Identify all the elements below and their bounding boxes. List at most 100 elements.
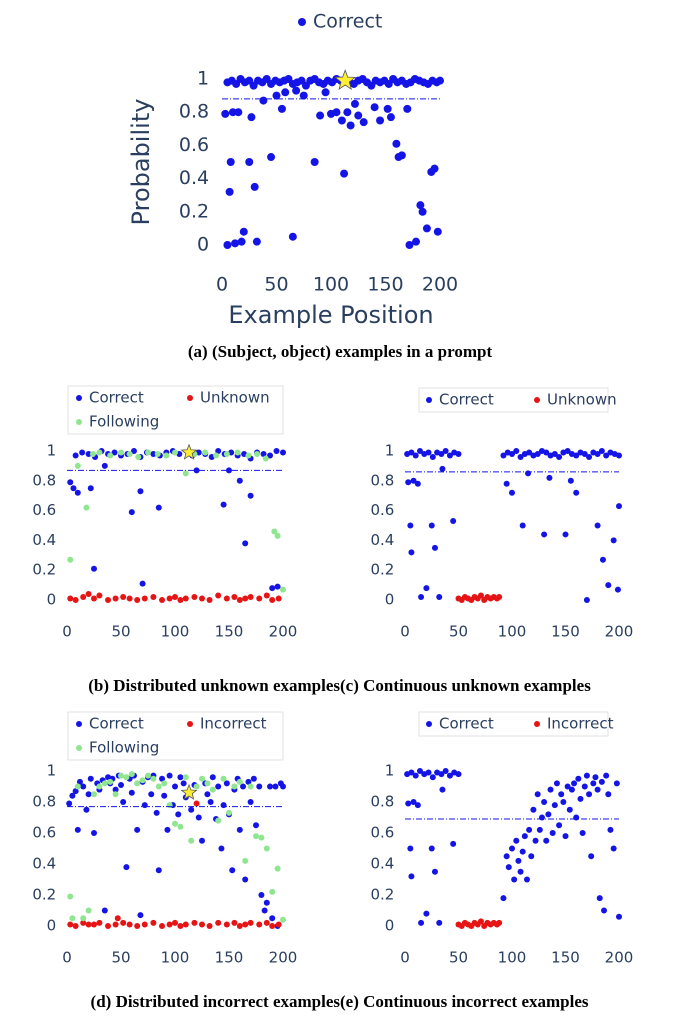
- point: [310, 158, 319, 166]
- point: [562, 833, 569, 840]
- point: [553, 780, 560, 787]
- point: [433, 227, 442, 236]
- point: [215, 817, 222, 824]
- point: [588, 853, 595, 860]
- point: [155, 783, 162, 790]
- caption: (a) (Subject, object) examples in a prom…: [188, 342, 493, 361]
- point: [72, 923, 79, 929]
- point: [148, 791, 155, 798]
- x-tick-label: 200: [269, 949, 298, 967]
- point: [562, 531, 569, 538]
- point: [439, 465, 446, 472]
- point: [530, 806, 537, 813]
- point: [236, 826, 243, 833]
- point: [292, 86, 301, 95]
- point: [145, 772, 151, 779]
- point: [253, 833, 259, 840]
- point: [541, 799, 548, 805]
- point: [107, 452, 114, 459]
- point: [199, 921, 205, 928]
- point: [141, 595, 148, 602]
- x-tick-label: 150: [551, 949, 580, 967]
- point: [500, 452, 507, 459]
- point: [79, 449, 86, 456]
- point: [337, 116, 346, 125]
- point: [583, 597, 590, 603]
- point: [436, 919, 443, 926]
- y-tick-label: 0.2: [179, 200, 209, 222]
- point: [269, 585, 276, 592]
- point: [267, 153, 276, 162]
- point: [616, 452, 622, 459]
- point: [269, 888, 276, 895]
- y-tick-label: 0: [385, 917, 395, 935]
- legend-label: Correct: [439, 391, 494, 409]
- point: [523, 876, 530, 883]
- point: [247, 113, 256, 122]
- point: [150, 775, 157, 782]
- point: [87, 485, 94, 492]
- y-tick-label: 0.8: [179, 101, 209, 123]
- point: [199, 595, 205, 602]
- point: [599, 556, 606, 563]
- legend-marker: [187, 395, 193, 401]
- point: [237, 237, 246, 246]
- point: [195, 814, 202, 821]
- point: [511, 876, 518, 883]
- point: [213, 452, 220, 459]
- legend-label: Correct: [439, 715, 494, 733]
- point: [166, 921, 173, 928]
- point: [416, 768, 423, 774]
- point: [112, 595, 119, 602]
- point: [594, 522, 601, 529]
- point: [206, 597, 213, 603]
- point: [120, 594, 127, 601]
- point: [80, 915, 87, 922]
- point: [436, 76, 444, 85]
- point: [188, 806, 195, 813]
- point: [141, 802, 148, 809]
- point: [566, 806, 573, 813]
- point: [340, 169, 349, 178]
- point: [172, 594, 178, 601]
- point: [126, 595, 133, 602]
- point: [87, 775, 94, 782]
- legend-marker: [187, 721, 193, 727]
- point: [202, 449, 209, 456]
- point: [594, 450, 601, 457]
- point: [242, 595, 249, 602]
- point: [166, 595, 173, 602]
- x-tick-label: 50: [449, 949, 468, 967]
- point: [220, 802, 227, 809]
- point: [408, 873, 415, 880]
- point: [118, 772, 124, 779]
- point: [234, 449, 241, 456]
- point: [422, 224, 431, 233]
- point: [120, 919, 127, 926]
- point: [386, 113, 395, 122]
- point: [407, 522, 414, 529]
- point: [590, 780, 597, 787]
- point: [72, 452, 79, 459]
- point: [547, 786, 554, 793]
- point: [135, 453, 142, 460]
- point: [177, 597, 184, 603]
- point: [416, 448, 423, 454]
- x-tick-label: 50: [449, 623, 468, 641]
- point: [83, 504, 90, 511]
- legend-label: Correct: [313, 11, 382, 33]
- highlight-star: [334, 69, 357, 91]
- x-tick-label: 150: [215, 623, 244, 641]
- legend-box: [67, 711, 284, 761]
- point: [139, 777, 146, 784]
- point: [359, 118, 368, 127]
- point: [581, 450, 588, 457]
- point: [72, 788, 79, 795]
- point: [414, 802, 421, 809]
- point: [442, 768, 449, 774]
- point: [89, 450, 96, 457]
- point: [159, 597, 166, 603]
- point: [526, 826, 533, 833]
- point: [269, 597, 276, 603]
